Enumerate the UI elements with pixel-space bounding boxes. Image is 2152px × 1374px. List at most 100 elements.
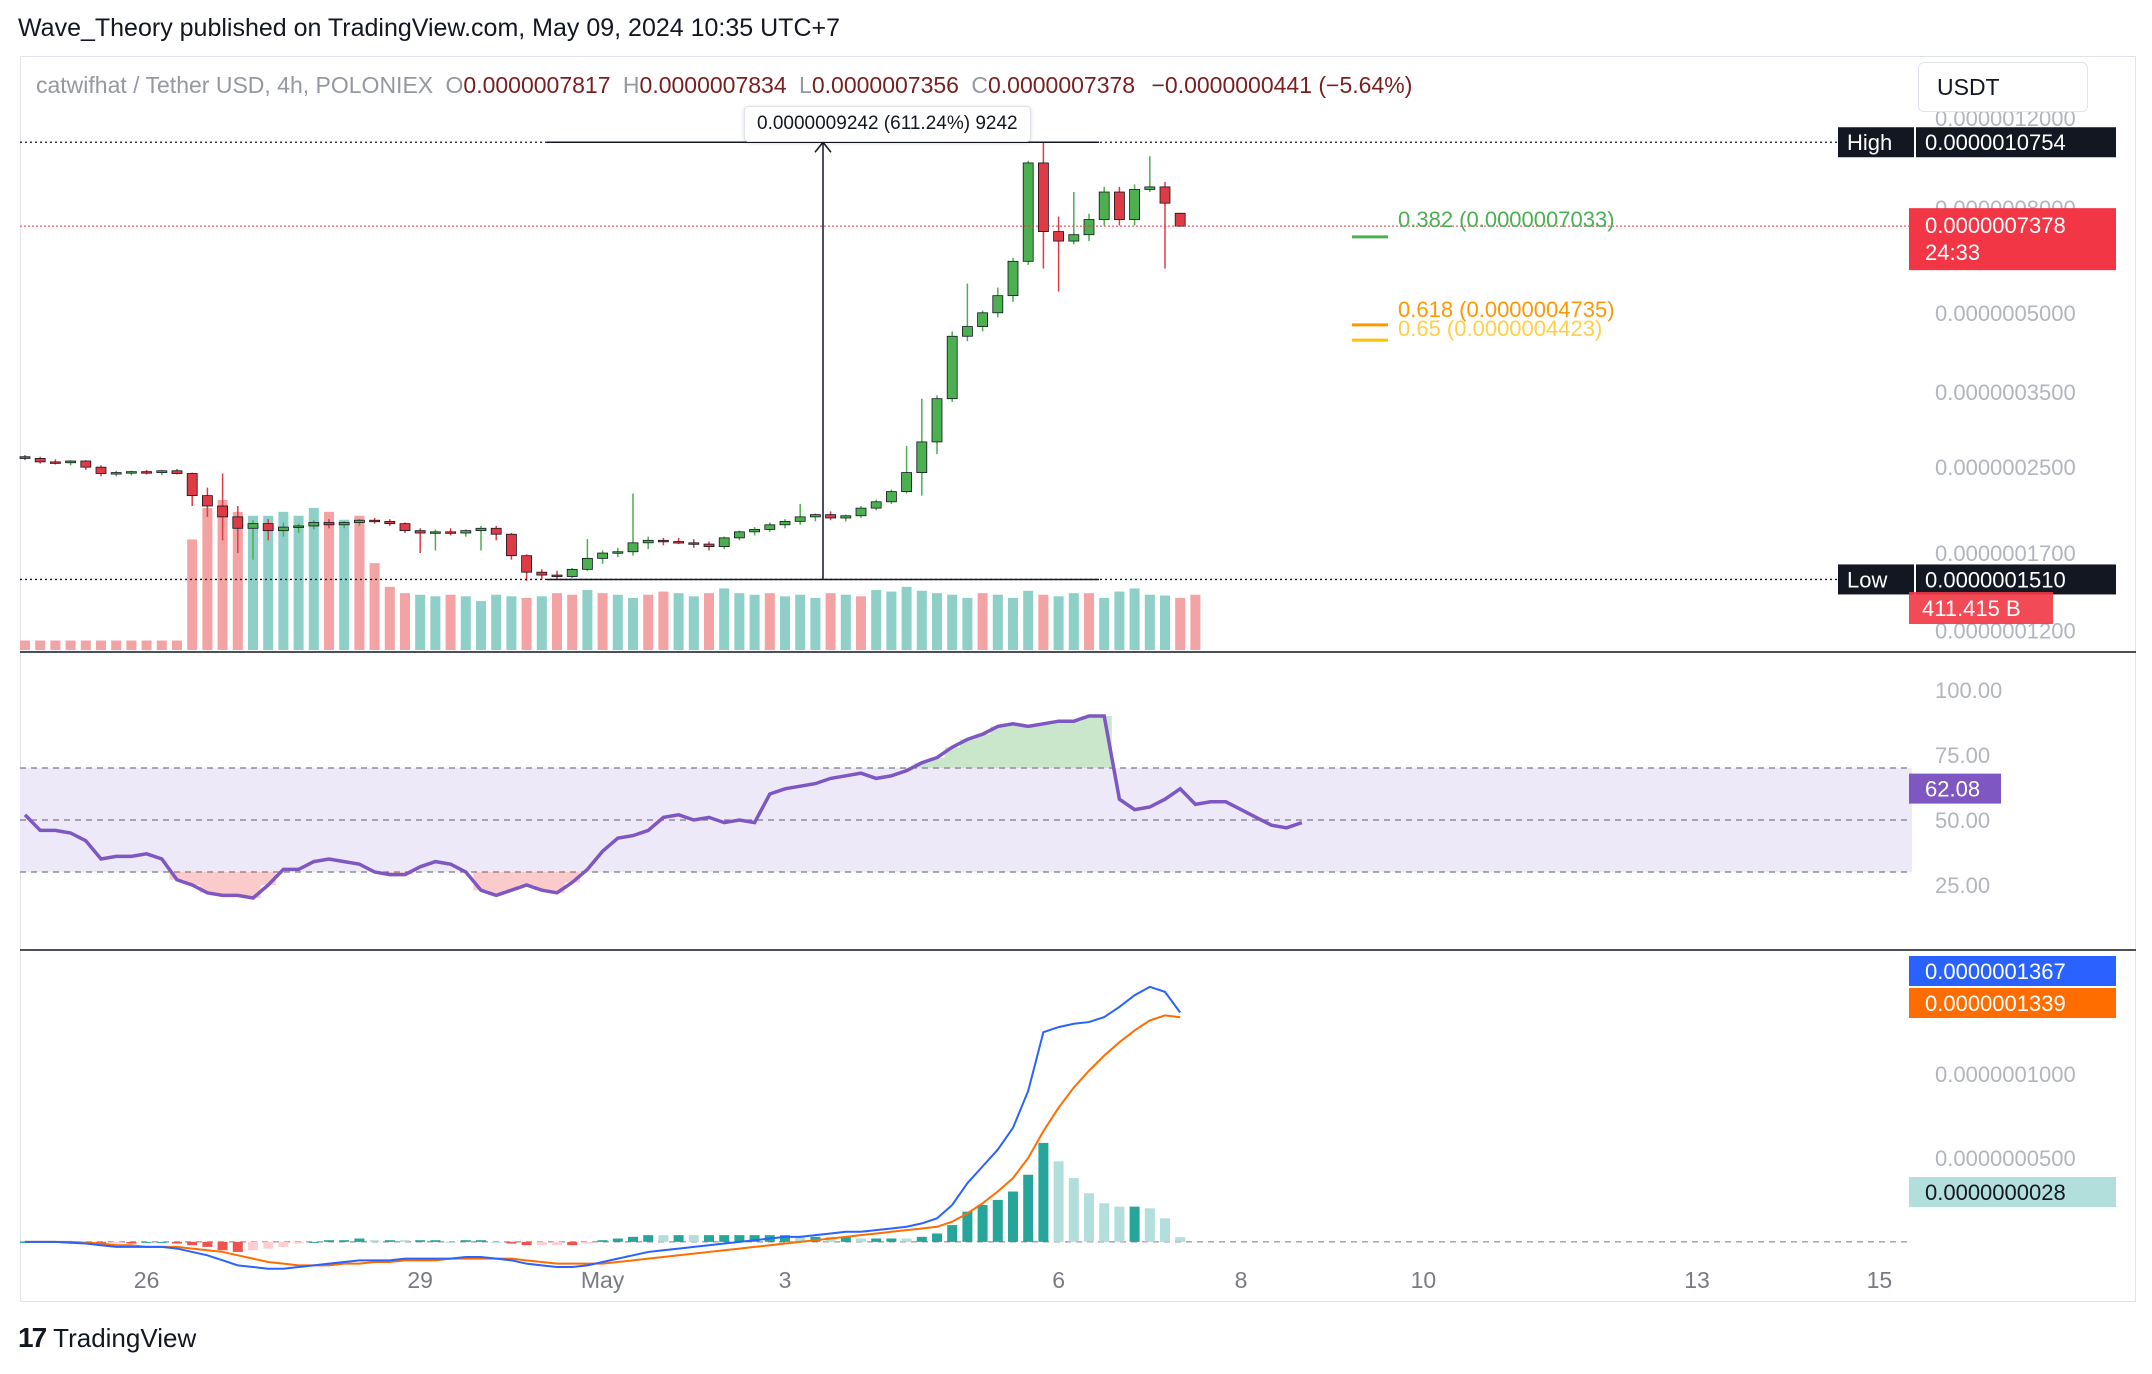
candle-body — [1159, 186, 1171, 204]
symbol-title[interactable]: catwifhat / Tether USD, 4h, POLONIEX — [36, 72, 434, 98]
volume-bar — [780, 596, 790, 650]
macd-histogram-bar — [795, 1236, 806, 1242]
candle-body — [232, 516, 244, 529]
rsi-axis-tick: 50.00 — [1935, 808, 1990, 833]
volume-bar — [810, 597, 821, 650]
macd-last-label-bg — [1909, 956, 2116, 986]
macd-histogram-bar — [339, 1240, 350, 1242]
macd-histogram-bar — [932, 1233, 942, 1242]
candle-body — [277, 526, 289, 532]
volume-bar — [308, 507, 319, 650]
high-label-bg — [1838, 127, 1914, 158]
candle-body — [50, 461, 61, 464]
volume-bar — [582, 590, 593, 650]
volume-bar — [96, 640, 106, 650]
last-price-label-bg — [1909, 208, 2116, 271]
rsi-line — [23, 714, 1303, 900]
volume-bar — [901, 586, 912, 650]
candle-body — [1098, 191, 1110, 220]
volume-bar — [977, 593, 988, 650]
high-value: 0.0000007834 — [639, 72, 787, 98]
volume-bar — [673, 593, 684, 650]
candle-body — [323, 522, 335, 526]
candle-body — [1022, 162, 1034, 262]
volume-bar — [840, 594, 851, 650]
volume-bar — [597, 593, 608, 650]
low-label-bg — [1838, 564, 1914, 595]
candle-body — [1038, 162, 1049, 232]
macd-histogram-bar — [643, 1235, 654, 1242]
candle-body — [1083, 219, 1095, 236]
candle-body — [475, 527, 487, 532]
volume-bar — [430, 596, 441, 650]
volume-bar — [339, 519, 350, 650]
macd-histogram-bar — [628, 1236, 638, 1242]
candle-body — [1129, 189, 1140, 220]
macd-histogram-bar — [1084, 1193, 1094, 1242]
candle-body — [992, 295, 1004, 314]
candle-body — [293, 525, 305, 528]
candle-body — [505, 533, 517, 557]
fib-label-0.65: 0.65 (0.0000004423) — [1398, 316, 1602, 341]
price-axis-tick: 0.0000005000 — [1935, 301, 2076, 326]
volume-bar — [992, 594, 1003, 650]
macd-axis-tick: 0.0000000500 — [1935, 1146, 2076, 1171]
macd-histogram-bar — [248, 1241, 258, 1251]
volume-bar — [521, 597, 532, 650]
volume-bar — [476, 601, 486, 650]
rsi-axis-tick: 25.00 — [1935, 873, 1990, 898]
candle-body — [186, 473, 198, 497]
volume-bar — [1068, 593, 1079, 650]
rsi-axis-tick: 100.00 — [1935, 678, 2002, 703]
candle-body — [384, 520, 396, 525]
candle-body — [810, 514, 821, 518]
macd-histogram-bar — [719, 1235, 730, 1242]
macd-histogram-bar — [187, 1241, 198, 1246]
macd-histogram-bar — [734, 1235, 745, 1242]
candle-body — [19, 456, 31, 459]
volume-bar — [734, 593, 745, 650]
volume-bar — [1129, 588, 1140, 650]
macd-histogram-bar — [749, 1235, 760, 1242]
candle-body — [946, 335, 958, 400]
macd-histogram-bar — [1144, 1208, 1155, 1242]
tradingview-logo[interactable]: 17 TradingView — [18, 1322, 196, 1354]
candle-body — [110, 472, 122, 475]
macd-histogram-bar — [992, 1199, 1003, 1242]
candle-body — [217, 505, 229, 518]
time-axis-tick: 3 — [779, 1267, 792, 1293]
volume-bar — [871, 590, 882, 650]
volume-bar — [628, 597, 638, 650]
last-price-countdown: 24:33 — [1925, 240, 1980, 265]
candle-body — [764, 524, 776, 530]
rsi-axis-tick: 75.00 — [1935, 743, 1990, 768]
volume-bar — [1053, 596, 1064, 650]
candle-body — [749, 529, 760, 533]
candle-body — [886, 491, 897, 503]
candle-body — [551, 574, 563, 577]
volume-bar — [126, 640, 137, 650]
candle-body — [1068, 234, 1080, 242]
macd-histogram-bar — [688, 1235, 699, 1242]
time-axis-tick: May — [581, 1267, 625, 1293]
volume-bar — [141, 640, 152, 650]
candle-body — [460, 530, 472, 534]
candle-body — [1174, 212, 1186, 227]
volume-bar — [491, 594, 502, 650]
candle-body — [34, 458, 46, 463]
candle-body — [794, 516, 806, 522]
candle-body — [262, 523, 274, 532]
tradingview-logo-icon: 17 — [18, 1322, 47, 1353]
currency-selector-button[interactable]: USDT — [1918, 62, 2088, 112]
chart-frame — [20, 56, 2136, 1302]
macd-histogram-bar — [1068, 1178, 1079, 1242]
macd-histogram-bar — [886, 1238, 897, 1242]
macd-histogram-bar — [156, 1241, 167, 1243]
volume-bar — [1084, 593, 1094, 650]
candle-body — [414, 530, 426, 534]
macd-histogram-bar — [263, 1241, 274, 1249]
macd-histogram-bar — [567, 1241, 578, 1246]
volume-bar — [947, 594, 958, 650]
time-axis-tick: 29 — [407, 1267, 433, 1293]
